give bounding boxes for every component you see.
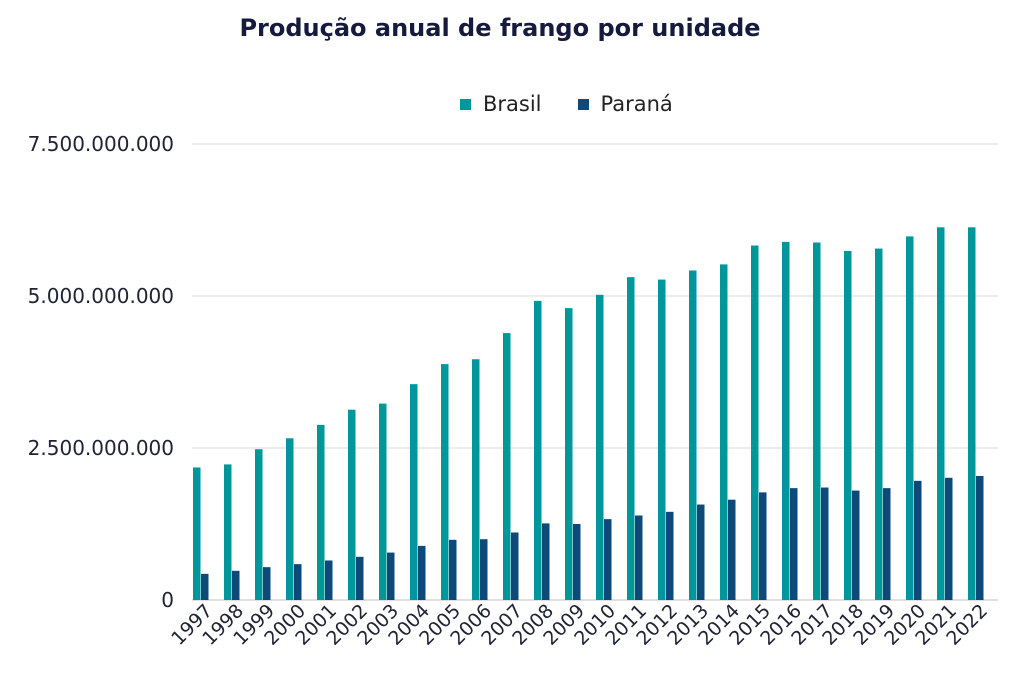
bar-parana[interactable] xyxy=(852,490,860,600)
y-tick-label: 7.500.000.000 xyxy=(28,132,174,156)
bar-brasil[interactable] xyxy=(906,236,914,600)
bar-parana[interactable] xyxy=(418,545,426,600)
bar-brasil[interactable] xyxy=(937,227,945,600)
bar-parana[interactable] xyxy=(263,567,271,600)
bar-parana[interactable] xyxy=(542,523,550,600)
bar-brasil[interactable] xyxy=(193,467,201,600)
bar-brasil[interactable] xyxy=(255,449,263,600)
bar-brasil[interactable] xyxy=(813,242,821,600)
bar-brasil[interactable] xyxy=(751,245,759,600)
bar-parana[interactable] xyxy=(325,560,333,600)
bar-brasil[interactable] xyxy=(844,251,852,600)
legend-item-parana[interactable]: Paraná xyxy=(577,92,673,116)
bar-parana[interactable] xyxy=(294,564,302,600)
bar-brasil[interactable] xyxy=(720,264,728,600)
bar-brasil[interactable] xyxy=(565,308,573,600)
legend-item-brasil[interactable]: Brasil xyxy=(460,92,542,116)
bar-brasil[interactable] xyxy=(503,333,511,600)
bar-brasil[interactable] xyxy=(472,359,480,600)
bar-parana[interactable] xyxy=(821,487,829,600)
bar-brasil[interactable] xyxy=(224,464,232,600)
bar-parana[interactable] xyxy=(666,511,674,600)
bar-brasil[interactable] xyxy=(875,248,883,601)
bar-parana[interactable] xyxy=(635,515,643,600)
legend-label-parana: Paraná xyxy=(600,92,673,116)
bar-parana[interactable] xyxy=(914,480,922,600)
bar-brasil[interactable] xyxy=(968,227,976,600)
bar-brasil[interactable] xyxy=(658,279,666,600)
bar-parana[interactable] xyxy=(697,504,705,600)
bar-parana[interactable] xyxy=(976,475,984,600)
bar-parana[interactable] xyxy=(573,524,581,600)
bar-parana[interactable] xyxy=(604,519,612,600)
bar-parana[interactable] xyxy=(945,477,953,600)
bar-parana[interactable] xyxy=(449,539,457,600)
bar-brasil[interactable] xyxy=(441,364,449,600)
bar-parana[interactable] xyxy=(480,539,488,600)
bar-brasil[interactable] xyxy=(379,403,387,600)
bar-parana[interactable] xyxy=(728,499,736,600)
bar-parana[interactable] xyxy=(201,573,209,600)
y-tick-label: 2.500.000.000 xyxy=(28,436,174,460)
bar-brasil[interactable] xyxy=(286,438,294,600)
bar-brasil[interactable] xyxy=(689,270,697,600)
legend-label-brasil: Brasil xyxy=(483,92,542,116)
y-tick-label: 5.000.000.000 xyxy=(28,284,174,308)
legend-swatch-parana xyxy=(577,98,589,110)
bar-brasil[interactable] xyxy=(348,409,356,600)
bar-brasil[interactable] xyxy=(410,384,418,600)
bar-parana[interactable] xyxy=(232,570,240,600)
bar-parana[interactable] xyxy=(790,488,798,600)
chart-title: Produção anual de frango por unidade xyxy=(239,14,761,42)
bar-parana[interactable] xyxy=(883,488,891,600)
legend-swatch-brasil xyxy=(460,98,471,110)
bar-brasil[interactable] xyxy=(782,241,790,600)
legend: Brasil Paraná xyxy=(460,92,673,116)
y-tick-label: 0 xyxy=(161,588,174,612)
bar-parana[interactable] xyxy=(387,552,395,600)
bar-parana[interactable] xyxy=(511,532,519,600)
bar-brasil[interactable] xyxy=(596,294,604,600)
bar-brasil[interactable] xyxy=(534,300,542,600)
bar-brasil[interactable] xyxy=(317,424,325,600)
bar-parana[interactable] xyxy=(356,556,364,600)
bar-parana[interactable] xyxy=(759,492,767,600)
bar-brasil[interactable] xyxy=(627,277,635,600)
